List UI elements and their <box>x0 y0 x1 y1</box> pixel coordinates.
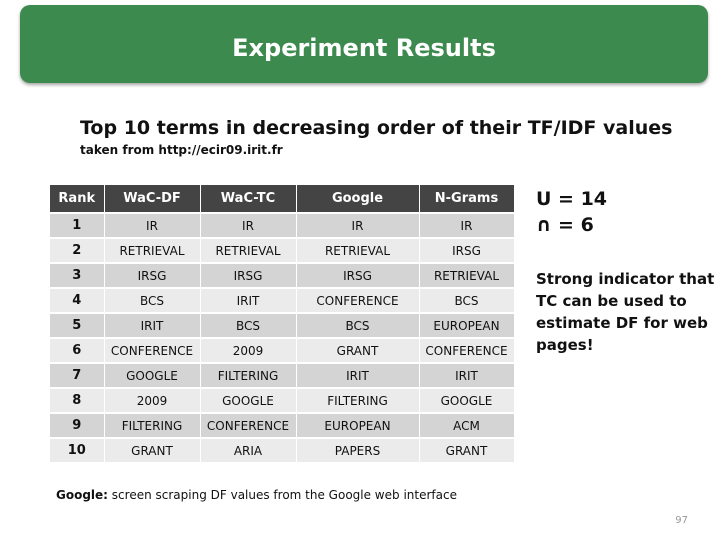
term-cell: IRIT <box>419 362 515 388</box>
term-cell: 2009 <box>200 337 297 363</box>
term-cell: GOOGLE <box>200 387 297 413</box>
union-count: U = 14 <box>536 188 608 210</box>
conclusion-note: Strong indicator that TC can be used to … <box>536 270 715 354</box>
term-cell: GRANT <box>296 337 420 363</box>
table-row: 9 FILTERING CONFERENCE EUROPEAN ACM <box>50 412 515 438</box>
term-cell: IRSG <box>104 262 201 288</box>
page-number: 97 <box>675 515 688 526</box>
table-row: 2 RETRIEVAL RETRIEVAL RETRIEVAL IRSG <box>50 237 515 263</box>
term-cell: IR <box>296 212 420 238</box>
table-row: 5 IRIT BCS BCS EUROPEAN <box>50 312 515 338</box>
term-cell: RETRIEVAL <box>104 237 201 263</box>
term-cell: RETRIEVAL <box>296 237 420 263</box>
term-cell: CONFERENCE <box>419 337 515 363</box>
table-row: 7 GOOGLE FILTERING IRIT IRIT <box>50 362 515 388</box>
table-header-row: Rank WaC-DF WaC-TC Google N-Grams <box>50 185 515 213</box>
table-row: 6 CONFERENCE 2009 GRANT CONFERENCE <box>50 337 515 363</box>
term-cell: GOOGLE <box>104 362 201 388</box>
rank-cell: 6 <box>50 337 105 363</box>
source-caption: taken from http://ecir09.irit.fr <box>80 143 283 157</box>
intersection-count: ∩ = 6 <box>536 214 594 236</box>
term-cell: BCS <box>296 312 420 338</box>
slide-subtitle: Top 10 terms in decreasing order of thei… <box>80 117 673 139</box>
term-cell: IRSG <box>296 262 420 288</box>
results-table: Rank WaC-DF WaC-TC Google N-Grams 1 IR IR IR IR 2… <box>50 185 515 462</box>
column-header: WaC-DF <box>104 185 201 213</box>
column-header: WaC-TC <box>200 185 297 213</box>
footnote-text: screen scraping DF values from the Googl… <box>107 488 457 502</box>
rank-cell: 8 <box>50 387 105 413</box>
column-header: N-Grams <box>419 185 515 213</box>
term-cell: CONFERENCE <box>104 337 201 363</box>
term-cell: IRIT <box>200 287 297 313</box>
term-cell: CONFERENCE <box>200 412 297 438</box>
term-cell: BCS <box>104 287 201 313</box>
term-cell: EUROPEAN <box>296 412 420 438</box>
term-cell: EUROPEAN <box>419 312 515 338</box>
rank-cell: 5 <box>50 312 105 338</box>
column-header: Rank <box>50 185 105 213</box>
footnote: Google: screen scraping DF values from t… <box>56 488 457 502</box>
term-cell: BCS <box>200 312 297 338</box>
rank-cell: 3 <box>50 262 105 288</box>
table-row: 10 GRANT ARIA PAPERS GRANT <box>50 437 515 462</box>
term-cell: IRSG <box>200 262 297 288</box>
footnote-label: Google: <box>56 488 108 502</box>
term-cell: GOOGLE <box>419 387 515 413</box>
term-cell: FILTERING <box>200 362 297 388</box>
term-cell: RETRIEVAL <box>200 237 297 263</box>
slide-header: Experiment Results <box>20 5 708 83</box>
term-cell: ARIA <box>200 437 297 462</box>
table-row: 4 BCS IRIT CONFERENCE BCS <box>50 287 515 313</box>
term-cell: IRIT <box>296 362 420 388</box>
rank-cell: 7 <box>50 362 105 388</box>
table-row: 3 IRSG IRSG IRSG RETRIEVAL <box>50 262 515 288</box>
term-cell: CONFERENCE <box>296 287 420 313</box>
term-cell: FILTERING <box>104 412 201 438</box>
term-cell: 2009 <box>104 387 201 413</box>
term-cell: BCS <box>419 287 515 313</box>
rank-cell: 10 <box>50 437 105 462</box>
table-row: 8 2009 GOOGLE FILTERING GOOGLE <box>50 387 515 413</box>
rank-cell: 4 <box>50 287 105 313</box>
term-cell: IR <box>200 212 297 238</box>
term-cell: IRSG <box>419 237 515 263</box>
term-cell: IR <box>419 212 515 238</box>
term-cell: PAPERS <box>296 437 420 462</box>
term-cell: IR <box>104 212 201 238</box>
rank-cell: 1 <box>50 212 105 238</box>
table-row: 1 IR IR IR IR <box>50 212 515 238</box>
term-cell: RETRIEVAL <box>419 262 515 288</box>
term-cell: GRANT <box>104 437 201 462</box>
term-cell: FILTERING <box>296 387 420 413</box>
rank-cell: 9 <box>50 412 105 438</box>
term-cell: GRANT <box>419 437 515 462</box>
term-cell: ACM <box>419 412 515 438</box>
slide-title: Experiment Results <box>232 34 496 62</box>
side-panel: U = 14 ∩ = 6 Strong indicator that TC ca… <box>536 186 721 356</box>
table-body: 1 IR IR IR IR 2 RETRIEVAL RETRIEVAL RETRIEVAL IRS… <box>50 212 515 462</box>
column-header: Google <box>296 185 420 213</box>
term-cell: IRIT <box>104 312 201 338</box>
rank-cell: 2 <box>50 237 105 263</box>
